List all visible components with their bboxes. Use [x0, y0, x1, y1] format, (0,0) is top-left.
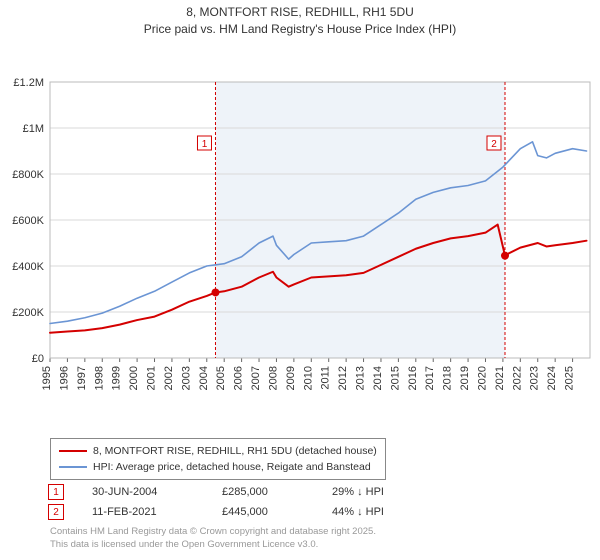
svg-text:1: 1: [202, 139, 208, 150]
sale-vs-hpi: 44% ↓ HPI: [332, 506, 452, 518]
svg-text:2022: 2022: [511, 366, 523, 390]
svg-text:2016: 2016: [407, 366, 419, 390]
svg-text:1998: 1998: [93, 366, 105, 390]
svg-text:2: 2: [491, 139, 497, 150]
svg-text:1995: 1995: [41, 366, 53, 390]
svg-text:2020: 2020: [476, 366, 488, 390]
title-address: 8, MONTFORT RISE, REDHILL, RH1 5DU: [0, 4, 600, 21]
attribution-line: This data is licensed under the Open Gov…: [50, 539, 376, 552]
legend-row: 8, MONTFORT RISE, REDHILL, RH1 5DU (deta…: [59, 443, 377, 459]
sale-price: £445,000: [222, 506, 332, 518]
svg-text:2021: 2021: [494, 366, 506, 390]
svg-text:2012: 2012: [337, 366, 349, 390]
legend-swatch: [59, 466, 87, 468]
svg-text:£1M: £1M: [23, 123, 44, 135]
svg-text:2009: 2009: [285, 366, 297, 390]
svg-text:2024: 2024: [546, 366, 558, 390]
svg-text:2014: 2014: [372, 366, 384, 390]
chart-title-block: 8, MONTFORT RISE, REDHILL, RH1 5DU Price…: [0, 0, 600, 38]
svg-text:2004: 2004: [198, 366, 210, 390]
legend-label: 8, MONTFORT RISE, REDHILL, RH1 5DU (deta…: [93, 445, 377, 457]
legend-swatch: [59, 450, 87, 452]
svg-text:2025: 2025: [564, 366, 576, 390]
sales-table: 1 30-JUN-2004 £285,000 29% ↓ HPI 2 11-FE…: [48, 482, 452, 522]
svg-text:2006: 2006: [233, 366, 245, 390]
sale-vs-hpi: 29% ↓ HPI: [332, 486, 452, 498]
svg-text:2002: 2002: [163, 366, 175, 390]
svg-text:2018: 2018: [442, 366, 454, 390]
sale-date: 30-JUN-2004: [92, 486, 222, 498]
svg-text:£1.2M: £1.2M: [13, 77, 44, 89]
chart-legend: 8, MONTFORT RISE, REDHILL, RH1 5DU (deta…: [50, 438, 386, 480]
attribution-line: Contains HM Land Registry data © Crown c…: [50, 526, 376, 539]
svg-text:2000: 2000: [128, 366, 140, 390]
sale-marker-badge: 2: [48, 504, 64, 520]
svg-text:2010: 2010: [302, 366, 314, 390]
legend-label: HPI: Average price, detached house, Reig…: [93, 461, 371, 473]
svg-text:2011: 2011: [320, 366, 332, 390]
sales-row: 2 11-FEB-2021 £445,000 44% ↓ HPI: [48, 502, 452, 522]
svg-text:£400K: £400K: [12, 261, 44, 273]
svg-text:1999: 1999: [111, 366, 123, 390]
attribution: Contains HM Land Registry data © Crown c…: [50, 526, 376, 552]
svg-text:2001: 2001: [146, 366, 158, 390]
sale-price: £285,000: [222, 486, 332, 498]
title-subtitle: Price paid vs. HM Land Registry's House …: [0, 21, 600, 38]
svg-text:2023: 2023: [529, 366, 541, 390]
svg-text:£800K: £800K: [12, 169, 44, 181]
svg-text:£200K: £200K: [12, 307, 44, 319]
svg-text:2015: 2015: [389, 366, 401, 390]
svg-text:£0: £0: [32, 353, 44, 365]
svg-text:2019: 2019: [459, 366, 471, 390]
svg-text:1996: 1996: [58, 366, 70, 390]
sale-marker-badge: 1: [48, 484, 64, 500]
sale-date: 11-FEB-2021: [92, 506, 222, 518]
legend-row: HPI: Average price, detached house, Reig…: [59, 459, 377, 475]
svg-text:2005: 2005: [215, 366, 227, 390]
price-chart: £0 £200K £400K £600K £800K £1M £1.2M 1995 1996 19…: [0, 38, 600, 418]
svg-text:2017: 2017: [424, 366, 436, 390]
svg-text:2003: 2003: [180, 366, 192, 390]
svg-text:£600K: £600K: [12, 215, 44, 227]
svg-text:2013: 2013: [355, 366, 367, 390]
svg-text:1997: 1997: [76, 366, 88, 390]
svg-text:2007: 2007: [250, 366, 262, 390]
sales-row: 1 30-JUN-2004 £285,000 29% ↓ HPI: [48, 482, 452, 502]
svg-text:2008: 2008: [267, 366, 279, 390]
